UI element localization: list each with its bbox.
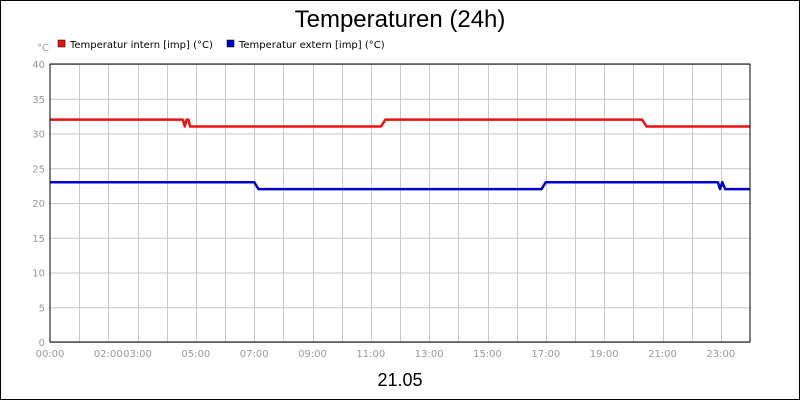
gridlines [50, 64, 750, 343]
plot-border [49, 63, 751, 343]
x-tick-label: 13:00 [415, 349, 444, 360]
x-tick-label: 00:00 [36, 349, 65, 360]
y-tick-label: 0 [39, 338, 45, 349]
x-tick-label: 17:00 [531, 349, 560, 360]
legend: Temperatur intern [imp] (°C) Temperatur e… [57, 39, 385, 51]
date-label: 21.05 [377, 370, 422, 390]
legend-swatch [226, 39, 235, 48]
series-line-1 [50, 118, 750, 128]
legend-label: Temperatur intern [imp] (°C) [69, 40, 213, 51]
x-tick-label: 11:00 [356, 349, 385, 360]
series-line-2 [50, 180, 750, 191]
x-tick-label: 23:00 [706, 349, 735, 360]
y-tick-label: 20 [32, 199, 45, 210]
y-tick-label: 5 [39, 303, 45, 314]
x-axis: 00:00 02:00 03:00 05:00 07:00 09:00 11:00 13:00… [36, 349, 736, 360]
series-layer [50, 118, 750, 191]
legend-swatch [57, 39, 66, 48]
x-tick-label: 09:00 [298, 349, 327, 360]
x-tick-label: 05:00 [181, 349, 210, 360]
x-tick-label: 03:00 [123, 349, 152, 360]
x-tick-label: 15:00 [473, 349, 502, 360]
y-tick-label: 35 [32, 95, 45, 106]
y-tick-label: 25 [32, 164, 45, 175]
y-tick-label: 40 [32, 60, 45, 71]
y-axis: 0 5 10 15 20 25 30 35 40 [32, 60, 45, 349]
x-tick-label: 21:00 [648, 349, 677, 360]
y-tick-label: 15 [32, 234, 45, 245]
legend-label: Temperatur extern [imp] (°C) [238, 40, 385, 51]
x-tick-label: 07:00 [240, 349, 269, 360]
x-tick-label: 19:00 [590, 349, 619, 360]
x-tick-label: 02:00 [94, 349, 123, 360]
y-unit-label: °C [37, 43, 49, 54]
y-tick-label: 10 [32, 269, 45, 280]
chart-title: Temperaturen (24h) [295, 6, 506, 33]
y-tick-label: 30 [32, 130, 45, 141]
